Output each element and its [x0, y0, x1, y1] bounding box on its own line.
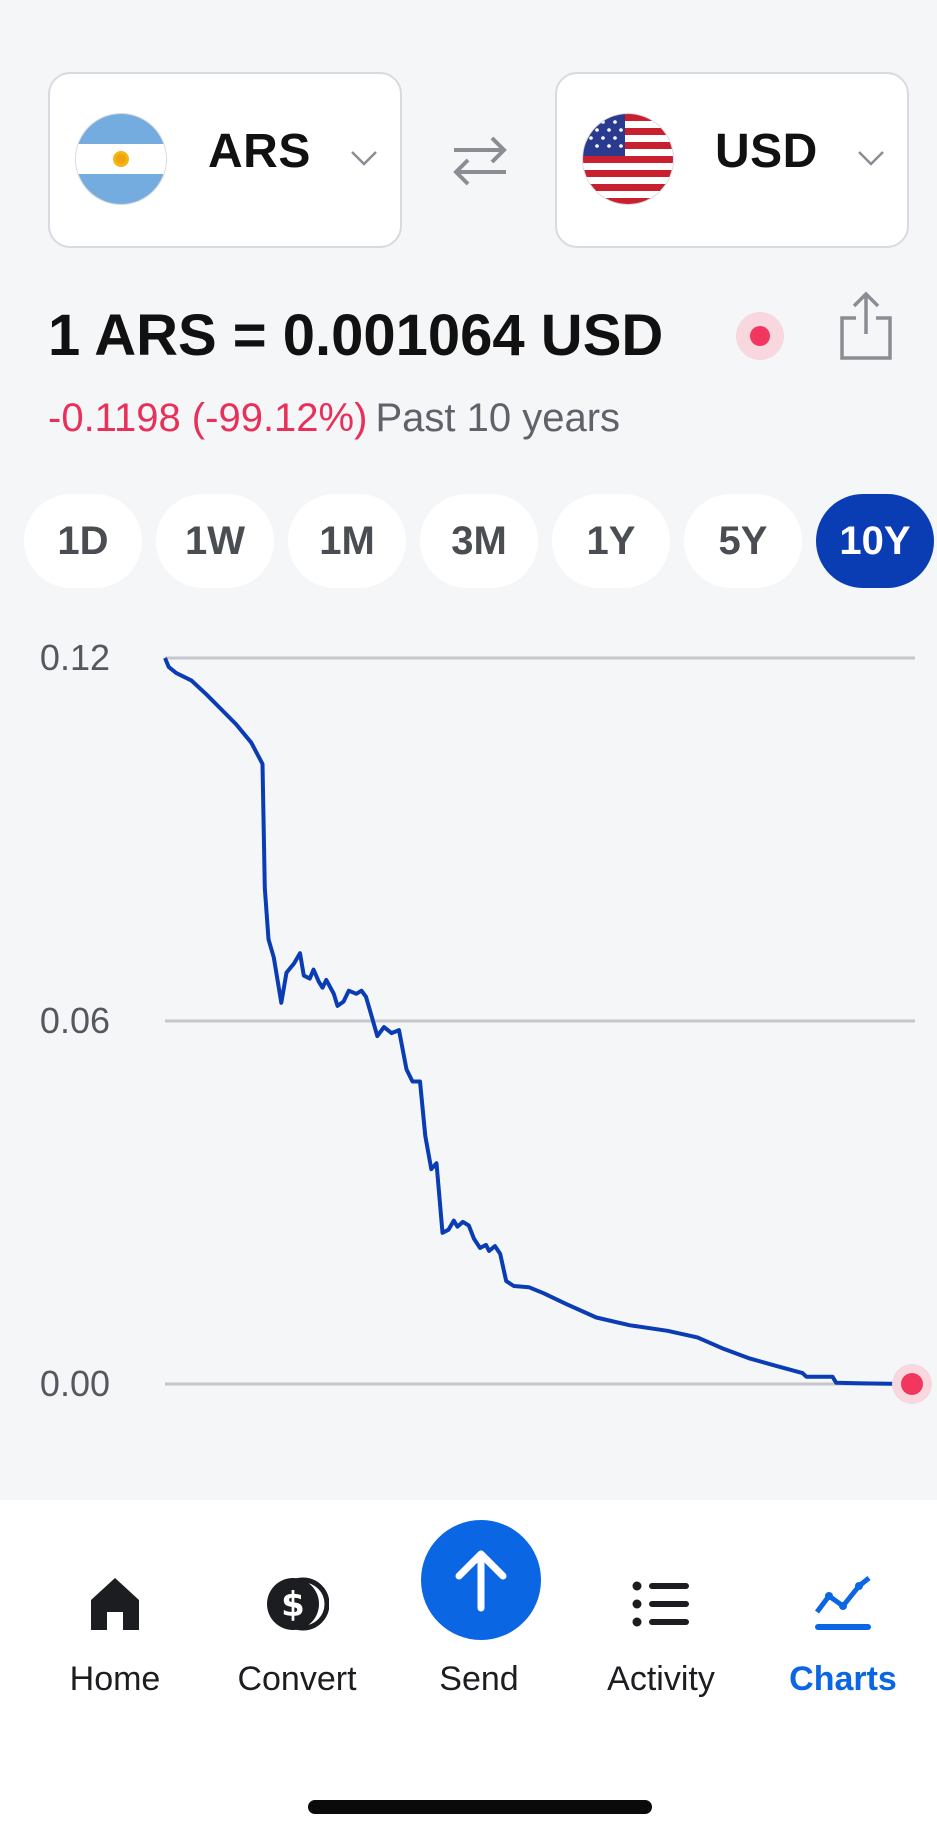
- y-tick-label: 0.00: [40, 1363, 110, 1404]
- share-icon[interactable]: [838, 290, 894, 362]
- us-flag-icon: [583, 114, 673, 204]
- rate-chart[interactable]: 0.12 0.06 0.00: [0, 620, 937, 1440]
- home-icon: [91, 1578, 139, 1630]
- tab-1d[interactable]: 1D: [24, 494, 142, 588]
- last-point-marker: [901, 1373, 923, 1395]
- svg-text:$: $: [281, 1585, 305, 1625]
- swap-arrows-icon[interactable]: [448, 128, 512, 192]
- home-indicator: [308, 1800, 652, 1814]
- nav-convert-label: Convert: [237, 1660, 357, 1698]
- to-currency-selector[interactable]: USD: [555, 72, 909, 248]
- nav-activity[interactable]: Activity: [571, 1500, 751, 1700]
- y-tick-label: 0.12: [40, 637, 110, 678]
- nav-charts-label: Charts: [789, 1660, 897, 1698]
- nav-convert[interactable]: $ Convert: [207, 1500, 387, 1700]
- chevron-down-icon: [351, 151, 377, 166]
- nav-charts[interactable]: Charts: [753, 1500, 933, 1700]
- nav-home[interactable]: Home: [25, 1500, 205, 1700]
- from-currency-selector[interactable]: ARS: [48, 72, 402, 248]
- nav-send[interactable]: Send: [389, 1500, 569, 1700]
- send-button[interactable]: [421, 1520, 541, 1640]
- activity-list-icon: [632, 1581, 689, 1627]
- argentina-flag-icon: [76, 114, 166, 204]
- rate-change: -0.1198 (-99.12%): [48, 396, 368, 440]
- chevron-down-icon: [858, 151, 884, 166]
- rate-period: Past 10 years: [375, 396, 621, 440]
- tab-3m[interactable]: 3M: [420, 494, 538, 588]
- rate-series-line: [163, 657, 916, 1386]
- live-indicator: [736, 312, 784, 360]
- from-currency-code: ARS: [208, 125, 311, 178]
- nav-activity-label: Activity: [607, 1660, 715, 1698]
- exchange-rate: 1 ARS = 0.001064 USD: [48, 303, 664, 368]
- rate-change-line: -0.1198 (-99.12%) Past 10 years: [48, 396, 620, 441]
- tab-1w[interactable]: 1W: [156, 494, 274, 588]
- tab-10y[interactable]: 10Y: [816, 494, 934, 588]
- range-tabs: 1D 1W 1M 3M 1Y 5Y 10Y: [0, 494, 937, 588]
- to-currency-code: USD: [715, 125, 818, 178]
- convert-coins-icon: $: [267, 1577, 329, 1631]
- charts-icon: [815, 1576, 871, 1630]
- tab-1y[interactable]: 1Y: [552, 494, 670, 588]
- y-tick-label: 0.06: [40, 1000, 110, 1041]
- nav-send-label: Send: [439, 1660, 519, 1698]
- tab-5y[interactable]: 5Y: [684, 494, 802, 588]
- send-arrow-icon: [455, 1550, 507, 1612]
- tab-1m[interactable]: 1M: [288, 494, 406, 588]
- nav-home-label: Home: [69, 1660, 161, 1698]
